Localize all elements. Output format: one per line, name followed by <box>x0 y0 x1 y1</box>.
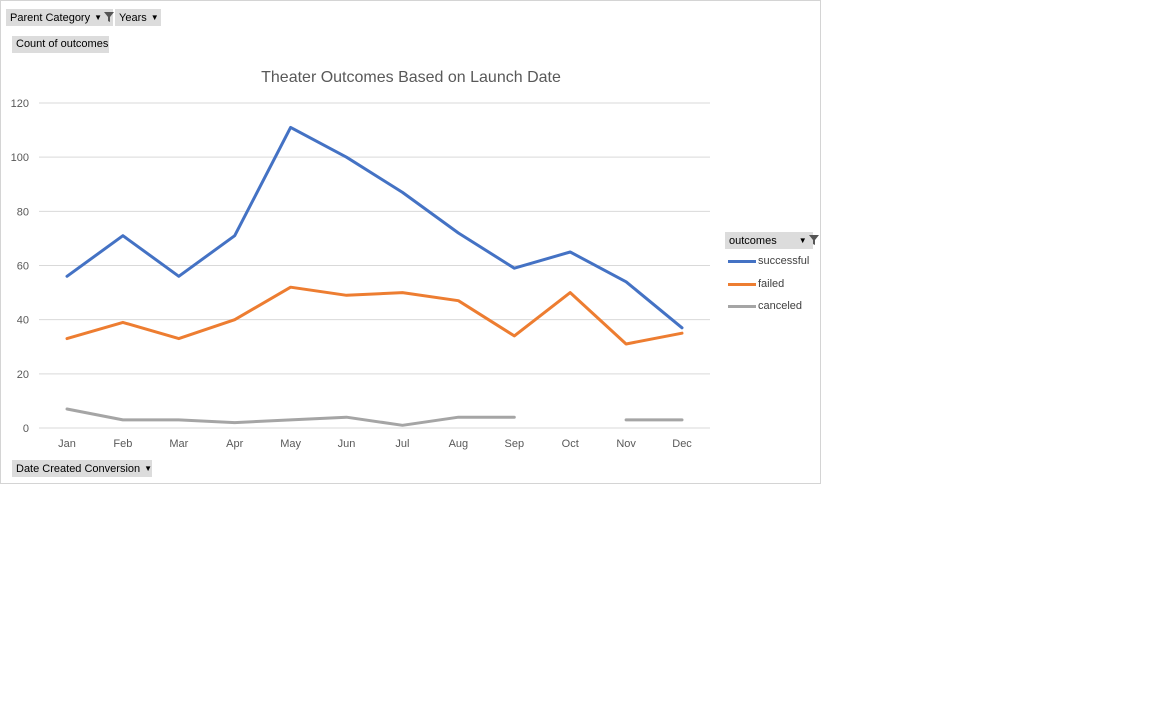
axis-field-button[interactable]: Date Created Conversion ▼ <box>12 460 152 477</box>
parent-category-label: Parent Category <box>10 12 91 24</box>
years-label: Years <box>119 12 147 24</box>
x-tick-label: Apr <box>226 438 243 450</box>
x-tick-label: Mar <box>169 438 188 450</box>
legend-swatch <box>728 260 756 263</box>
x-tick-label: Jan <box>58 438 76 450</box>
legend-label: canceled <box>758 300 803 312</box>
y-tick-label: 20 <box>17 369 29 381</box>
series-line-canceled <box>65 407 516 427</box>
x-tick-label: May <box>280 438 301 450</box>
chevron-down-icon: ▼ <box>150 13 159 22</box>
x-tick-label: Dec <box>672 438 692 450</box>
legend-label: failed <box>758 277 785 290</box>
legend-label: successful <box>758 255 810 267</box>
chevron-down-icon: ▼ <box>798 236 807 245</box>
parent-category-filter-button[interactable]: Parent Category ▼ <box>6 9 115 26</box>
y-tick-label: 40 <box>17 315 29 327</box>
value-field-button[interactable]: Count of outcomes <box>12 36 109 53</box>
pivot-chart: Parent Category ▼ Years ▼ Count of outcome… <box>0 0 821 484</box>
chevron-down-icon: ▼ <box>144 464 153 473</box>
chart-title: Theater Outcomes Based on Launch Date <box>261 69 561 86</box>
x-tick-label: Aug <box>449 438 469 450</box>
legend-swatch <box>728 305 756 308</box>
value-field-label: Count of outcomes <box>16 38 109 50</box>
legend-field-button[interactable]: outcomes ▼ <box>725 232 819 249</box>
series-line-successful <box>65 125 684 330</box>
axis-field-label: Date Created Conversion <box>16 463 141 475</box>
x-tick-label: Nov <box>616 438 636 450</box>
series-line-failed <box>65 285 684 346</box>
legend-field-label: outcomes <box>729 235 777 247</box>
years-filter-button[interactable]: Years ▼ <box>115 9 161 26</box>
filter-icon <box>104 12 115 22</box>
y-tick-label: 60 <box>17 261 29 273</box>
x-tick-label: Sep <box>505 438 525 450</box>
y-tick-label: 100 <box>11 152 29 164</box>
x-tick-label: Jun <box>338 438 356 450</box>
filter-icon <box>808 235 819 245</box>
y-tick-label: 80 <box>17 206 29 218</box>
y-tick-label: 0 <box>23 423 29 435</box>
x-tick-label: Oct <box>562 438 579 450</box>
chart-plot-area: Theater Outcomes Based on Launch Date 0 20… <box>11 69 710 450</box>
chevron-down-icon: ▼ <box>94 13 103 22</box>
x-tick-label: Feb <box>113 438 132 450</box>
x-tick-label: Jul <box>395 438 409 450</box>
legend-swatch <box>728 282 756 286</box>
y-tick-label: 120 <box>11 98 29 110</box>
